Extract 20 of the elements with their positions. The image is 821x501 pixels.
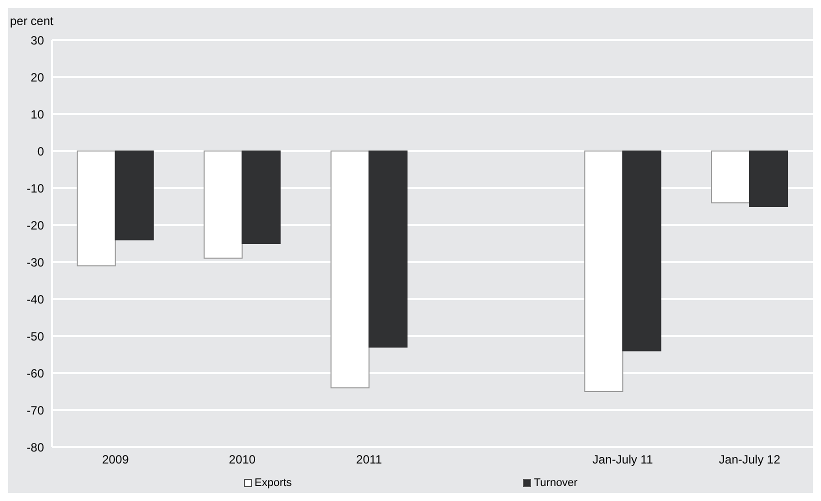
y-tick-label: -10 [26, 181, 44, 196]
x-tick-label: Jan-July 11 [592, 452, 654, 467]
y-tick-label: 30 [30, 33, 44, 48]
y-tick-label: -30 [26, 255, 44, 270]
y-tick-label: -80 [26, 440, 44, 454]
legend-label: Turnover [532, 477, 578, 489]
y-tick-label: -70 [26, 403, 44, 418]
x-tick-label: 2011 [356, 452, 382, 467]
y-tick-label: -20 [26, 218, 44, 232]
y-axis-title: per cent [10, 14, 54, 28]
y-tick-label: 20 [30, 70, 44, 84]
x-tick-label: 2009 [102, 452, 130, 467]
x-tick-label: 2010 [228, 452, 256, 467]
y-tick-label: 10 [30, 107, 44, 122]
y-tick-label: 0 [37, 144, 44, 158]
y-tick-label: -50 [26, 329, 44, 344]
x-tick-label: Jan-July 12 [718, 452, 781, 467]
y-tick-label: -40 [26, 292, 44, 306]
y-tick-label: -60 [26, 366, 44, 380]
legend-label: Exports [254, 477, 292, 489]
